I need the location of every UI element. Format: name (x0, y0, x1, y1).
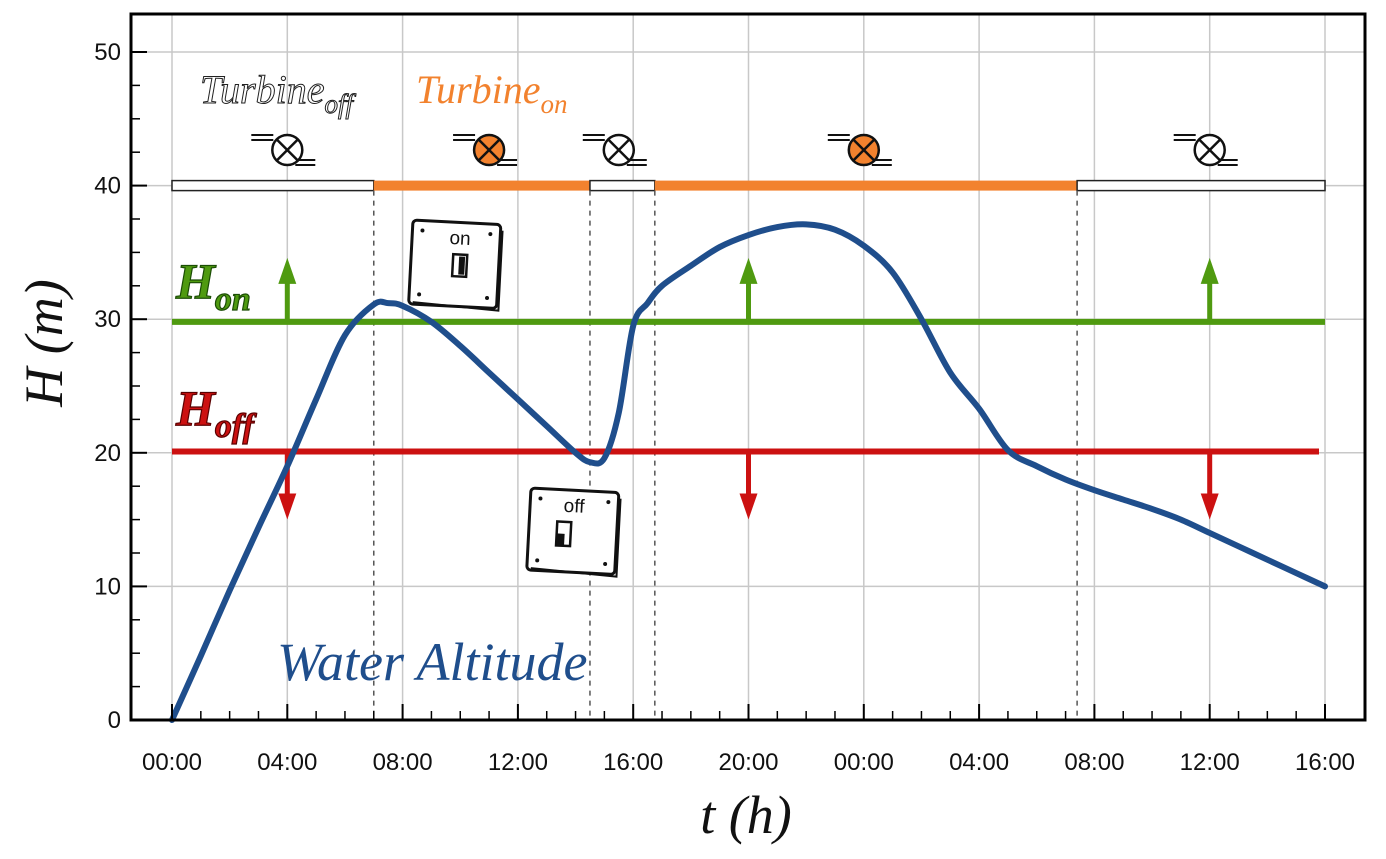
turbine-off-label: Turbineoff (200, 67, 356, 119)
x-tick-label: 16:00 (603, 749, 663, 776)
x-tick-label: 12:00 (1180, 749, 1240, 776)
turbine-bar-on-segment (654, 180, 1078, 191)
turbine-bar-off-segment (171, 179, 375, 192)
switch-off-label: off (563, 496, 586, 518)
x-tick-label: 08:00 (1064, 749, 1124, 776)
up-arrow-head (739, 257, 758, 284)
x-tick-label: 00:00 (142, 749, 202, 776)
turbine-cross (607, 138, 631, 162)
down-arrow-head (1200, 493, 1219, 520)
turbine-icons (251, 133, 1238, 167)
turbine-cross (852, 138, 876, 162)
turbine-on-label: Turbineon (416, 67, 567, 119)
switch-off-icon: off (525, 486, 622, 578)
turbine-off-icon (251, 133, 316, 167)
tick-labels: 00:00 04:00 08:00 12:00 16:00 20:00 00:00 04:00… (94, 39, 1355, 776)
turbine-bar-off-segment (589, 179, 656, 192)
switch-lines (373, 190, 1078, 720)
turbine-bar-off-segment (1076, 179, 1326, 192)
switch-on-label: on (449, 228, 471, 250)
series-label: Water Altitude (277, 632, 588, 692)
x-tick-label: 04:00 (257, 749, 317, 776)
y-tick-label: 10 (94, 573, 121, 600)
threshold-arrows (278, 257, 1219, 520)
turbine-off-icon (1173, 133, 1238, 167)
turbine-on-icon (453, 133, 518, 167)
x-tick-label: 00:00 (834, 749, 894, 776)
y-tick-label: 30 (94, 306, 121, 333)
turbine-state-bar (171, 179, 1326, 192)
water-altitude-series (169, 221, 1328, 723)
x-tick-label: 12:00 (488, 749, 548, 776)
y-tick-label: 50 (94, 39, 121, 66)
x-tick-label: 08:00 (373, 749, 433, 776)
h-on-label: Hon (175, 253, 251, 318)
y-tick-label: 40 (94, 173, 121, 200)
h-off-label: Hoff (175, 380, 258, 445)
switch-on-icon: on (407, 218, 504, 312)
turbine-cross (275, 138, 299, 162)
turbine-bar-on-segment (373, 180, 590, 191)
x-axis-title: t (h) (700, 785, 791, 845)
x-tick-label: 20:00 (718, 749, 778, 776)
turbine-cross (477, 138, 501, 162)
turbine-cross (1198, 138, 1222, 162)
x-tick-label: 04:00 (949, 749, 1009, 776)
turbine-on-icon (827, 133, 892, 167)
y-tick-label: 20 (94, 440, 121, 467)
up-arrow-head (278, 257, 297, 284)
down-arrow-head (278, 493, 297, 520)
up-arrow-head (1200, 257, 1219, 284)
down-arrow-head (739, 493, 758, 520)
y-axis-title: H (m) (14, 279, 74, 407)
axis-ticks (131, 51, 1326, 721)
turbine-off-icon (582, 133, 647, 167)
water-altitude-line (169, 221, 1328, 723)
y-tick-label: 0 (108, 707, 121, 734)
x-tick-label: 16:00 (1295, 749, 1355, 776)
